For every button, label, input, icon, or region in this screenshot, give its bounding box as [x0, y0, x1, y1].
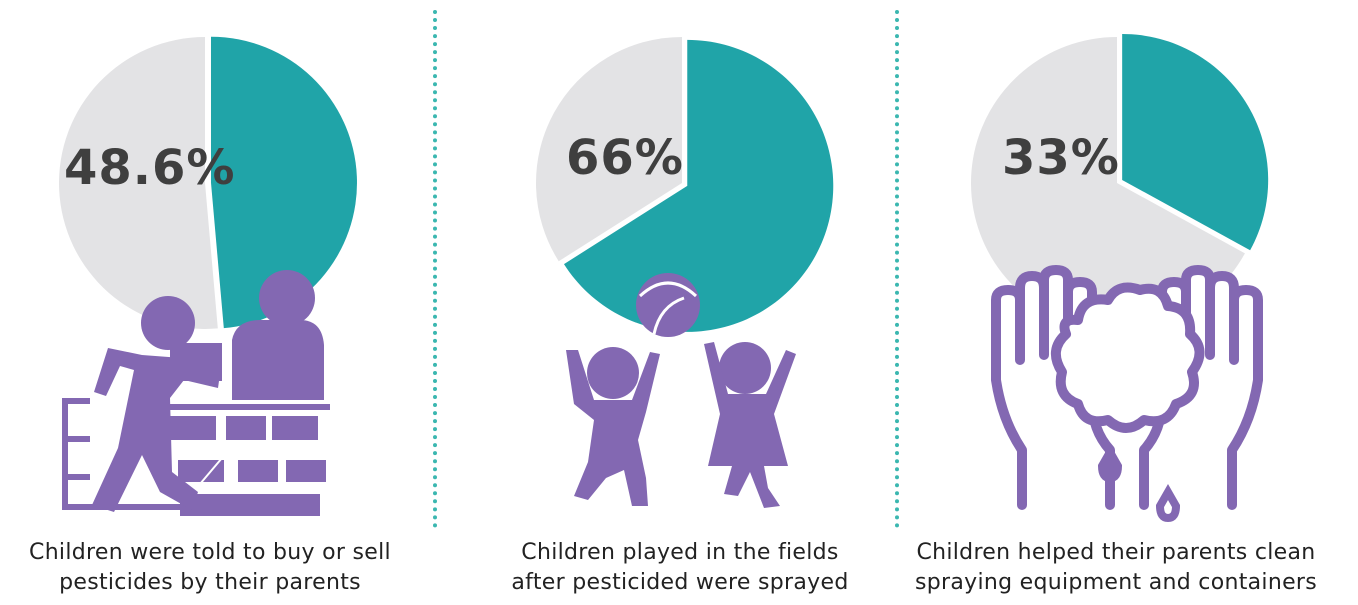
pie-chart-3 — [971, 33, 1269, 330]
caption-1-line-2: pesticides by their parents — [59, 570, 361, 595]
pie-slice-remainder-3 — [971, 37, 1245, 330]
pie-slice-value-2 — [563, 39, 834, 332]
pie-value-label-3: 33% — [1002, 130, 1120, 186]
caption-3: Children helped their parents clean spra… — [906, 538, 1326, 598]
chart-panel-3: 33% Children helped their parents clean … — [910, 0, 1330, 605]
pie-slice-remainder-1 — [59, 37, 218, 329]
pie-slice-remainder-2 — [536, 37, 682, 262]
pie-chart-2 — [536, 37, 834, 332]
dotted-divider-1 — [433, 10, 437, 528]
children-playing-ball-icon — [566, 273, 796, 508]
chart-panel-2: 66% Children played in the fields after … — [470, 0, 890, 605]
dotted-divider-2 — [895, 10, 899, 528]
caption-3-line-2: spraying equipment and containers — [914, 570, 1318, 595]
shop-counter-icon — [62, 270, 330, 516]
pie-value-label-1: 48.6% — [64, 140, 236, 196]
chart-panel-1: 48.6% Children were told to buy or sell … — [0, 0, 420, 605]
washing-hands-icon — [991, 265, 1263, 523]
pie-chart-1 — [59, 36, 357, 329]
pie-slice-value-1 — [210, 36, 357, 329]
caption-1-line-1: Children were told to buy or sell — [29, 540, 391, 565]
caption-2: Children played in the fields after pest… — [470, 538, 890, 598]
pie-value-label-2: 66% — [566, 130, 684, 186]
pie-slice-value-3 — [1122, 33, 1269, 251]
caption-2-line-1: Children played in the fields — [521, 540, 839, 565]
caption-2-line-2: after pesticided were sprayed — [511, 570, 849, 595]
caption-3-line-1: Children helped their parents clean — [916, 540, 1316, 565]
caption-1: Children were told to buy or sell pestic… — [0, 538, 420, 598]
